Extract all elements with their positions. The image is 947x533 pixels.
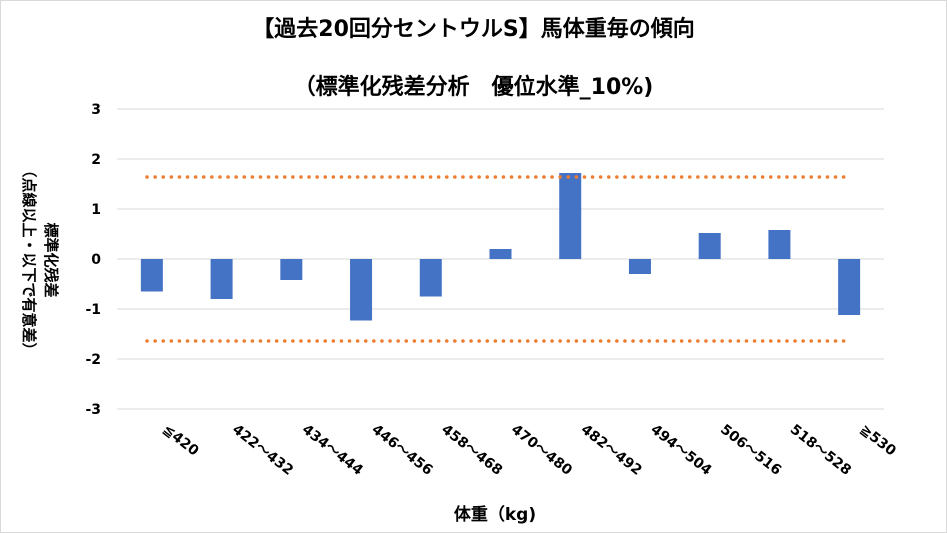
y-tick-label: 2 <box>91 152 101 168</box>
bar <box>140 259 163 292</box>
x-tick-label: 470～480 <box>508 422 575 479</box>
bar <box>280 259 303 280</box>
y-tick-label: 1 <box>91 202 101 218</box>
bar <box>559 173 582 259</box>
x-tick-label: 458～468 <box>438 422 505 479</box>
bar <box>838 259 861 315</box>
bar <box>768 230 791 259</box>
x-tick-label: 506～516 <box>717 422 784 479</box>
y-tick-label: -3 <box>85 402 101 418</box>
x-tick-label: ≦420 <box>159 422 201 460</box>
y-tick-label: -1 <box>85 302 101 318</box>
chart-title: 【過去20回分セントウルS】馬体重毎の傾向 <box>252 17 695 42</box>
bar <box>628 259 651 274</box>
bar <box>489 249 512 259</box>
x-tick-label: 434～444 <box>299 422 366 479</box>
x-tick-label: 518～528 <box>787 422 854 479</box>
y-tick-label: 3 <box>91 102 101 118</box>
y-tick-label: 0 <box>91 252 101 268</box>
x-tick-label: 422～432 <box>229 422 296 479</box>
x-tick-label: ≧530 <box>857 422 899 460</box>
bar <box>698 233 721 259</box>
x-tick-label: 482～492 <box>578 422 645 479</box>
x-axis-label: 体重（kg) <box>453 505 537 525</box>
y-tick-label: -2 <box>85 352 101 368</box>
bar <box>350 259 373 321</box>
x-tick-label: 494～504 <box>647 422 714 479</box>
chart-subtitle: （標準化残差分析 優位水準_10%) <box>293 75 654 100</box>
bar <box>419 259 442 297</box>
x-tick-label: 446～456 <box>369 422 436 479</box>
bar <box>210 259 233 299</box>
